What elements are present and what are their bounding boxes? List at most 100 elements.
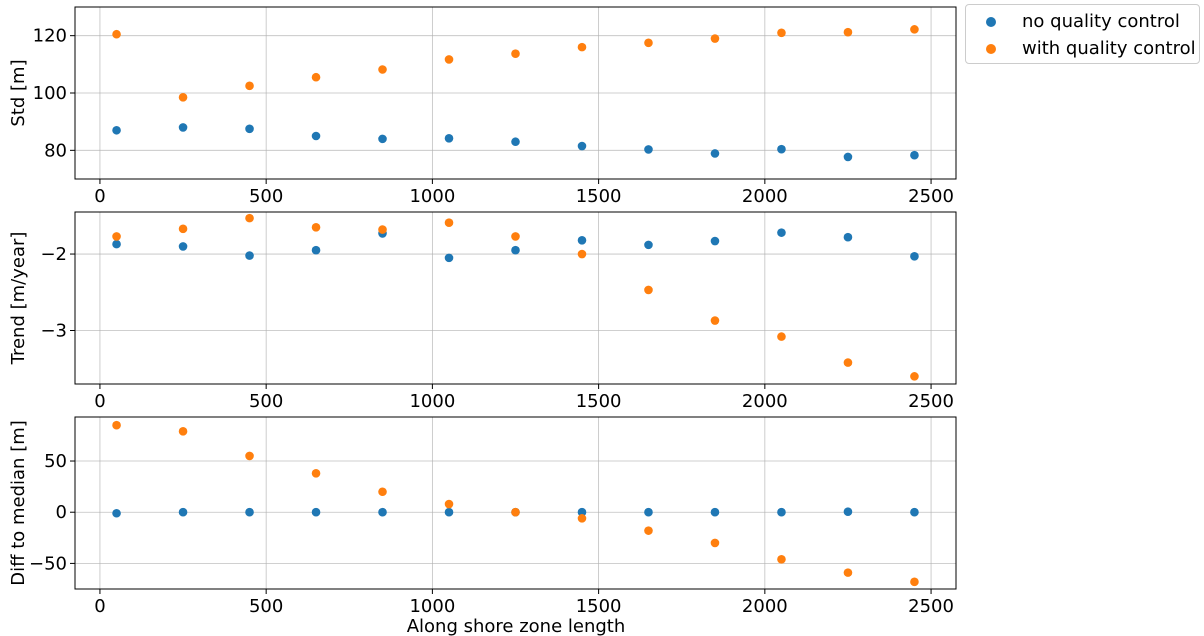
data-point-no-qc — [910, 507, 919, 517]
legend-marker-no-qc — [986, 17, 996, 27]
data-point-with-qc — [511, 507, 520, 517]
x-tick-label: 500 — [249, 186, 283, 207]
data-point-with-qc — [777, 555, 786, 564]
data-point-with-qc — [843, 568, 853, 577]
data-point-with-qc — [178, 224, 188, 234]
y-axis-label: Diff to median [m] — [8, 420, 29, 586]
data-point-no-qc — [311, 131, 321, 141]
data-point-no-qc — [378, 134, 387, 144]
data-point-with-qc — [178, 93, 188, 102]
y-tick-label: −50 — [29, 553, 67, 574]
data-point-with-qc — [910, 372, 919, 381]
x-tick-label: 2500 — [908, 186, 954, 207]
data-point-no-qc — [910, 150, 919, 160]
y-tick-label: −3 — [40, 320, 67, 341]
data-point-no-qc — [444, 507, 454, 517]
data-point-no-qc — [644, 145, 653, 154]
x-tick-label: 2500 — [908, 391, 954, 412]
data-point-no-qc — [311, 507, 321, 517]
x-tick-label: 0 — [94, 391, 105, 412]
data-point-no-qc — [444, 253, 454, 263]
y-tick-label: 120 — [33, 26, 67, 47]
data-point-no-qc — [843, 232, 853, 242]
data-point-with-qc — [444, 55, 454, 64]
y-axis-label: Std [m] — [8, 59, 29, 126]
data-point-no-qc — [112, 239, 121, 249]
x-tick-label: 500 — [249, 596, 283, 617]
data-point-no-qc — [178, 123, 188, 132]
data-point-no-qc — [644, 507, 653, 517]
data-point-no-qc — [577, 235, 587, 245]
data-point-with-qc — [112, 29, 121, 39]
data-point-no-qc — [378, 507, 387, 517]
data-point-no-qc — [112, 508, 121, 518]
x-tick-label: 0 — [94, 186, 105, 207]
data-point-no-qc — [644, 240, 653, 250]
data-point-with-qc — [378, 487, 387, 497]
series-no-qc — [112, 123, 919, 162]
data-point-with-qc — [710, 316, 720, 325]
x-tick-label: 1500 — [576, 186, 622, 207]
data-point-no-qc — [910, 252, 919, 261]
data-point-with-qc — [178, 427, 188, 436]
legend-label-no-qc: no quality control — [1022, 11, 1180, 32]
data-point-with-qc — [577, 42, 587, 52]
data-point-with-qc — [245, 213, 254, 223]
y-tick-label: 100 — [33, 83, 67, 104]
data-point-with-qc — [644, 526, 653, 535]
data-point-no-qc — [511, 137, 520, 147]
x-tick-label: 1000 — [409, 391, 455, 412]
data-point-with-qc — [644, 285, 653, 295]
data-point-no-qc — [178, 507, 188, 517]
x-tick-label: 1500 — [576, 596, 622, 617]
data-point-no-qc — [777, 228, 786, 237]
data-point-no-qc — [843, 507, 853, 517]
y-axis-label: Trend [m/year] — [8, 232, 29, 366]
data-point-with-qc — [910, 25, 919, 34]
data-point-with-qc — [112, 420, 121, 430]
data-point-no-qc — [245, 507, 254, 517]
y-tick-label: −2 — [40, 244, 67, 265]
x-tick-label: 0 — [94, 596, 105, 617]
legend-item-no-qc: no quality control — [966, 9, 1199, 35]
data-point-with-qc — [644, 38, 653, 48]
data-point-with-qc — [710, 538, 720, 548]
data-point-no-qc — [311, 245, 321, 255]
data-point-with-qc — [245, 81, 254, 91]
y-tick-label: 0 — [56, 502, 67, 523]
data-point-with-qc — [112, 232, 121, 241]
data-point-no-qc — [178, 242, 188, 251]
data-point-with-qc — [311, 72, 321, 82]
x-tick-label: 1000 — [409, 186, 455, 207]
data-point-with-qc — [777, 28, 786, 38]
data-point-with-qc — [311, 469, 321, 478]
data-point-with-qc — [843, 358, 853, 367]
subplot-2: 0 500 1000 1500 2000 2500 −2 −3 Trend [m/year] — [8, 211, 957, 412]
y-tick-label: 50 — [44, 451, 67, 472]
data-point-with-qc — [378, 225, 387, 234]
x-tick-label: 1000 — [409, 596, 455, 617]
data-point-with-qc — [777, 332, 786, 341]
x-tick-label: 500 — [249, 391, 283, 412]
data-point-with-qc — [710, 34, 720, 43]
x-tick-label: 2000 — [742, 391, 788, 412]
x-tick-label: 2000 — [742, 186, 788, 207]
series-with-qc — [112, 420, 919, 587]
data-point-with-qc — [311, 222, 321, 232]
data-point-with-qc — [843, 27, 853, 37]
series-with-qc — [112, 213, 919, 381]
legend-label-with-qc: with quality control — [1022, 38, 1196, 59]
data-point-with-qc — [577, 514, 587, 523]
data-point-with-qc — [910, 577, 919, 587]
data-point-no-qc — [777, 507, 786, 517]
x-tick-label: 2500 — [908, 596, 954, 617]
legend-marker-with-qc — [986, 44, 996, 54]
data-point-no-qc — [511, 245, 520, 255]
plot-frame — [74, 211, 957, 385]
data-point-no-qc — [777, 144, 786, 154]
data-point-with-qc — [511, 232, 520, 241]
legend: no quality control with quality control — [965, 4, 1200, 64]
